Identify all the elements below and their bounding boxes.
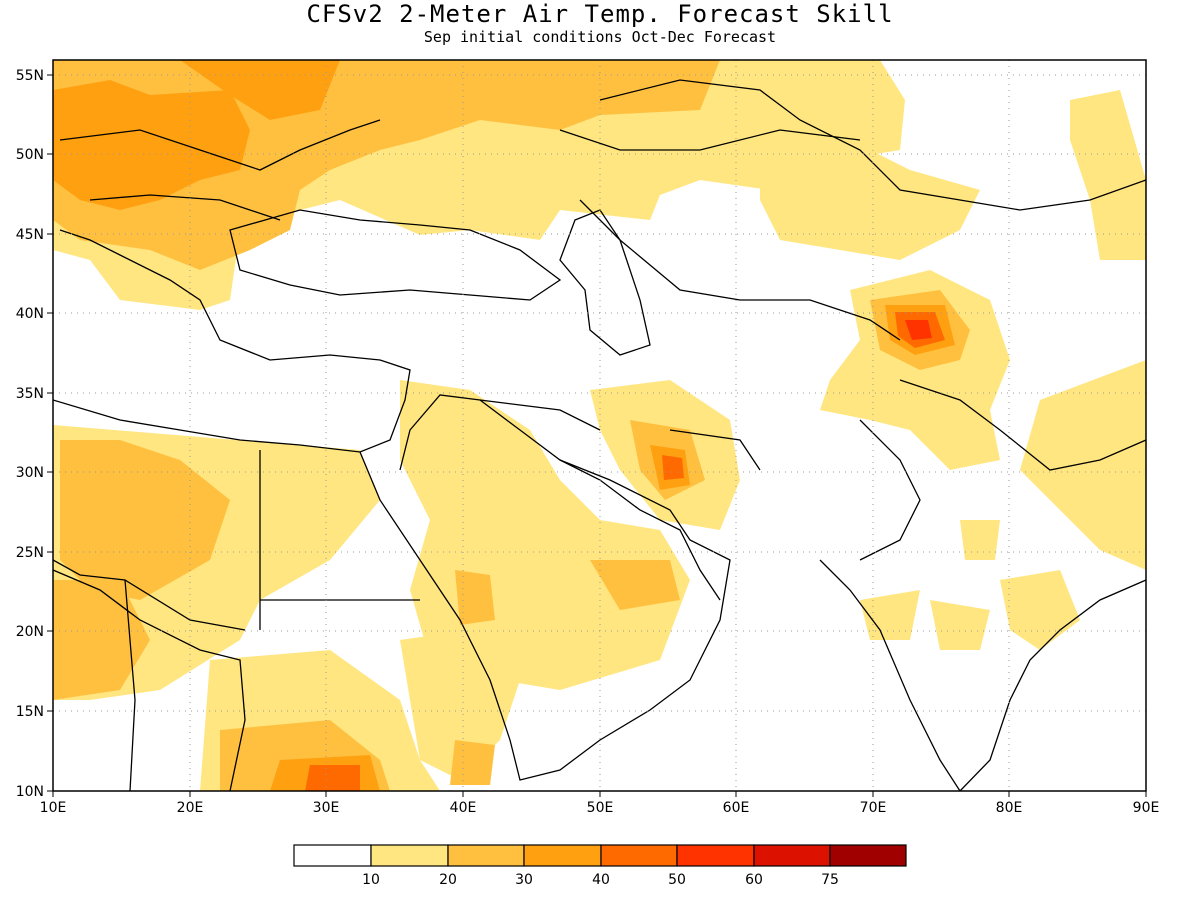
legend-swatch-0 [293, 844, 372, 867]
legend-swatch-7 [829, 844, 907, 867]
coastlines [53, 79, 1146, 791]
lat-tick-label: 25N [16, 545, 44, 561]
lon-tick-labels: 10E 20E 30E 40E 50E 60E 70E 80E 90E [40, 800, 1160, 816]
lat-tick-label: 20N [16, 624, 44, 640]
lat-tick-label: 45N [16, 227, 44, 243]
lat-tick-label: 15N [16, 704, 44, 720]
lat-tick-label: 50N [16, 147, 44, 163]
lat-tick-label: 40N [16, 306, 44, 322]
lon-tick-label: 30E [313, 800, 340, 816]
lon-tick-label: 40E [450, 800, 477, 816]
lat-tick-label: 30N [16, 465, 44, 481]
lon-tick-label: 60E [723, 800, 750, 816]
legend-swatch-2 [447, 844, 525, 867]
legend-label: 60 [745, 872, 763, 888]
legend-swatch-5 [676, 844, 755, 867]
color-legend: 10 20 30 40 50 60 75 [293, 844, 907, 888]
map-subtitle: Sep initial conditions Oct-Dec Forecast [423, 28, 777, 46]
skill-shading [53, 60, 1146, 791]
legend-swatch-1 [370, 844, 449, 867]
tick-marks [47, 74, 1147, 797]
legend-label: 75 [821, 872, 839, 888]
lon-tick-label: 70E [860, 800, 887, 816]
lon-tick-label: 10E [40, 800, 67, 816]
lat-tick-label: 35N [16, 386, 44, 402]
lat-tick-labels: 10N 15N 20N 25N 30N 35N 40N 45N 50N 55N [16, 68, 44, 800]
legend-swatch-6 [753, 844, 831, 867]
lat-tick-label: 10N [16, 784, 44, 800]
legend-label: 40 [592, 872, 610, 888]
map-title: CFSv2 2-Meter Air Temp. Forecast Skill [306, 0, 894, 28]
lat-tick-label: 55N [16, 68, 44, 84]
lon-tick-label: 80E [996, 800, 1023, 816]
lon-tick-label: 90E [1133, 800, 1160, 816]
legend-label: 10 [362, 872, 380, 888]
legend-label: 20 [439, 872, 457, 888]
grid-lines [53, 60, 1146, 791]
legend-label: 30 [515, 872, 533, 888]
legend-label: 50 [668, 872, 686, 888]
legend-swatch-3 [523, 844, 602, 867]
lon-tick-label: 20E [177, 800, 204, 816]
lon-tick-label: 50E [587, 800, 614, 816]
legend-swatch-4 [600, 844, 678, 867]
